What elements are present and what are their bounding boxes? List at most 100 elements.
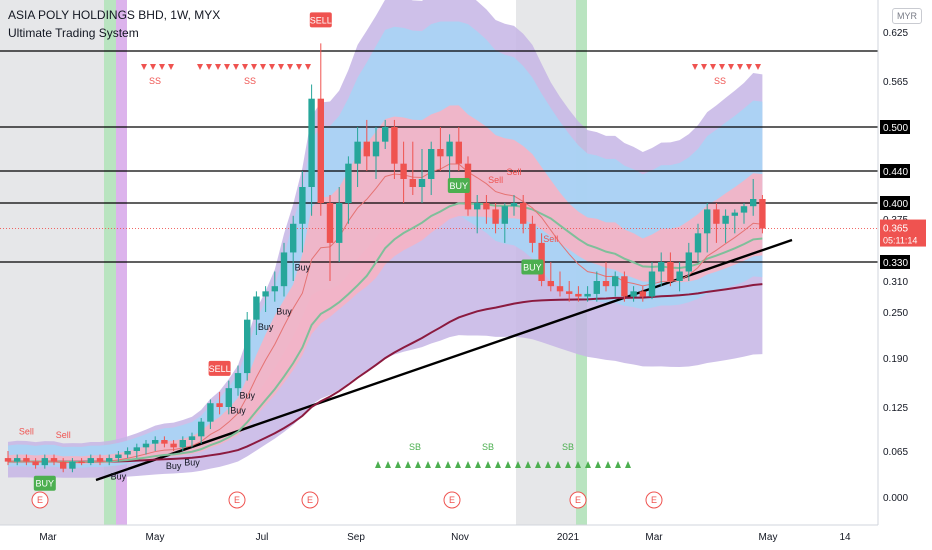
buy-triangle [595,461,601,468]
price-level-tag [880,120,910,134]
candle-body [354,141,361,164]
buy-triangle [395,461,401,468]
price-tick-label: 0.125 [883,403,908,414]
ma-mid-line [7,202,763,464]
candle-body [262,291,269,297]
ma-long-line [7,283,763,463]
price-level-tag [880,255,910,269]
candle-body [372,141,380,157]
signal-box [208,360,231,376]
candle-body [400,163,407,179]
candle-body [152,440,159,444]
signal-label: Buy [230,406,246,416]
earnings-marker [228,491,246,509]
candle-body [391,127,398,164]
earnings-marker-label: E [449,495,455,505]
sell-triangle [692,64,698,70]
signal-label: Sell [19,427,34,437]
symbol-title: ASIA POLY HOLDINGS BHD, 1W, MYX [8,8,221,22]
buy-triangle [575,461,581,468]
signal-label: Sell [488,175,503,185]
sell-triangle [251,64,257,70]
candle-body [676,271,683,281]
signal-label: Sell [506,167,521,177]
earnings-marker [645,491,663,509]
time-tick-label: Jul [256,532,269,543]
time-tick-label: Mar [645,532,663,543]
candle-body [740,206,748,213]
time-tick-label: Mar [39,532,57,543]
candle-body [658,262,665,272]
buy-triangle [445,461,451,468]
price-tick-label: 0.190 [883,354,908,365]
time-tick-label: 2021 [557,532,580,543]
sell-triangle [150,64,156,70]
last-price-tag [880,219,926,247]
sell-triangle [215,64,221,70]
candle-body [704,209,711,234]
candle-body [501,206,508,224]
signal-label: BUY [523,262,542,272]
price-level-tag [880,164,910,178]
buy-triangle [465,461,471,468]
candle-body [510,203,518,207]
last-price-value: 0.365 [883,224,908,235]
buy-triangle [385,461,391,468]
sell-triangle [242,64,248,70]
candle-body [446,141,453,157]
candle-body [4,458,12,462]
buy-triangle [525,461,531,468]
candle-body [621,276,628,297]
candle-body [455,141,462,164]
time-tick-label: Nov [451,532,469,543]
price-axis-background [878,0,932,550]
signal-label: Sell [56,430,71,440]
earnings-marker [569,491,587,509]
signal-label: SELL [209,364,231,374]
earnings-marker [31,491,49,509]
signal-box [33,475,56,491]
time-tick-label: 14 [839,532,851,543]
moving-averages [7,163,763,464]
signal-label: BUY [36,479,55,489]
signal-label: Buy [239,391,255,401]
signal-label: Buy [276,307,292,317]
buy-triangle [535,461,541,468]
candle-body [722,215,729,224]
sell-triangle [287,64,293,70]
price-tick-label: 0.400 [883,199,908,210]
sell-triangle [719,64,725,70]
candle-body [115,454,122,459]
price-tick-label: 0.250 [883,308,908,319]
candle-body [23,458,30,462]
signal-label: Buy [258,322,274,332]
currency-badge[interactable]: MYR [892,8,922,24]
candle-body [290,223,297,253]
sell-triangle [233,64,239,70]
signal-label: BUY [450,181,469,191]
candle-body [566,291,573,294]
candle-body [556,286,564,292]
indicator-name: Ultimate Trading System [8,26,139,40]
candle-body [161,440,168,444]
candle-body [713,209,720,224]
candle-body [308,98,315,187]
buy-triangle [495,461,501,468]
last-price-countdown: 05:11:14 [883,236,917,246]
price-tick-label: 0.565 [883,77,908,88]
signal-label: Sell [543,234,558,244]
band-marker-label: SS [714,76,726,86]
sell-triangle [168,64,174,70]
sell-triangle [141,64,147,70]
buy-triangle [565,461,571,468]
candle-body [547,281,554,287]
signal-box [447,178,470,193]
price-tick-label: 0.000 [883,493,908,504]
candle-body [133,447,140,451]
candle-body [225,388,232,407]
candle-body [418,179,426,187]
buy-triangle [425,461,431,468]
candle-body [520,203,527,224]
